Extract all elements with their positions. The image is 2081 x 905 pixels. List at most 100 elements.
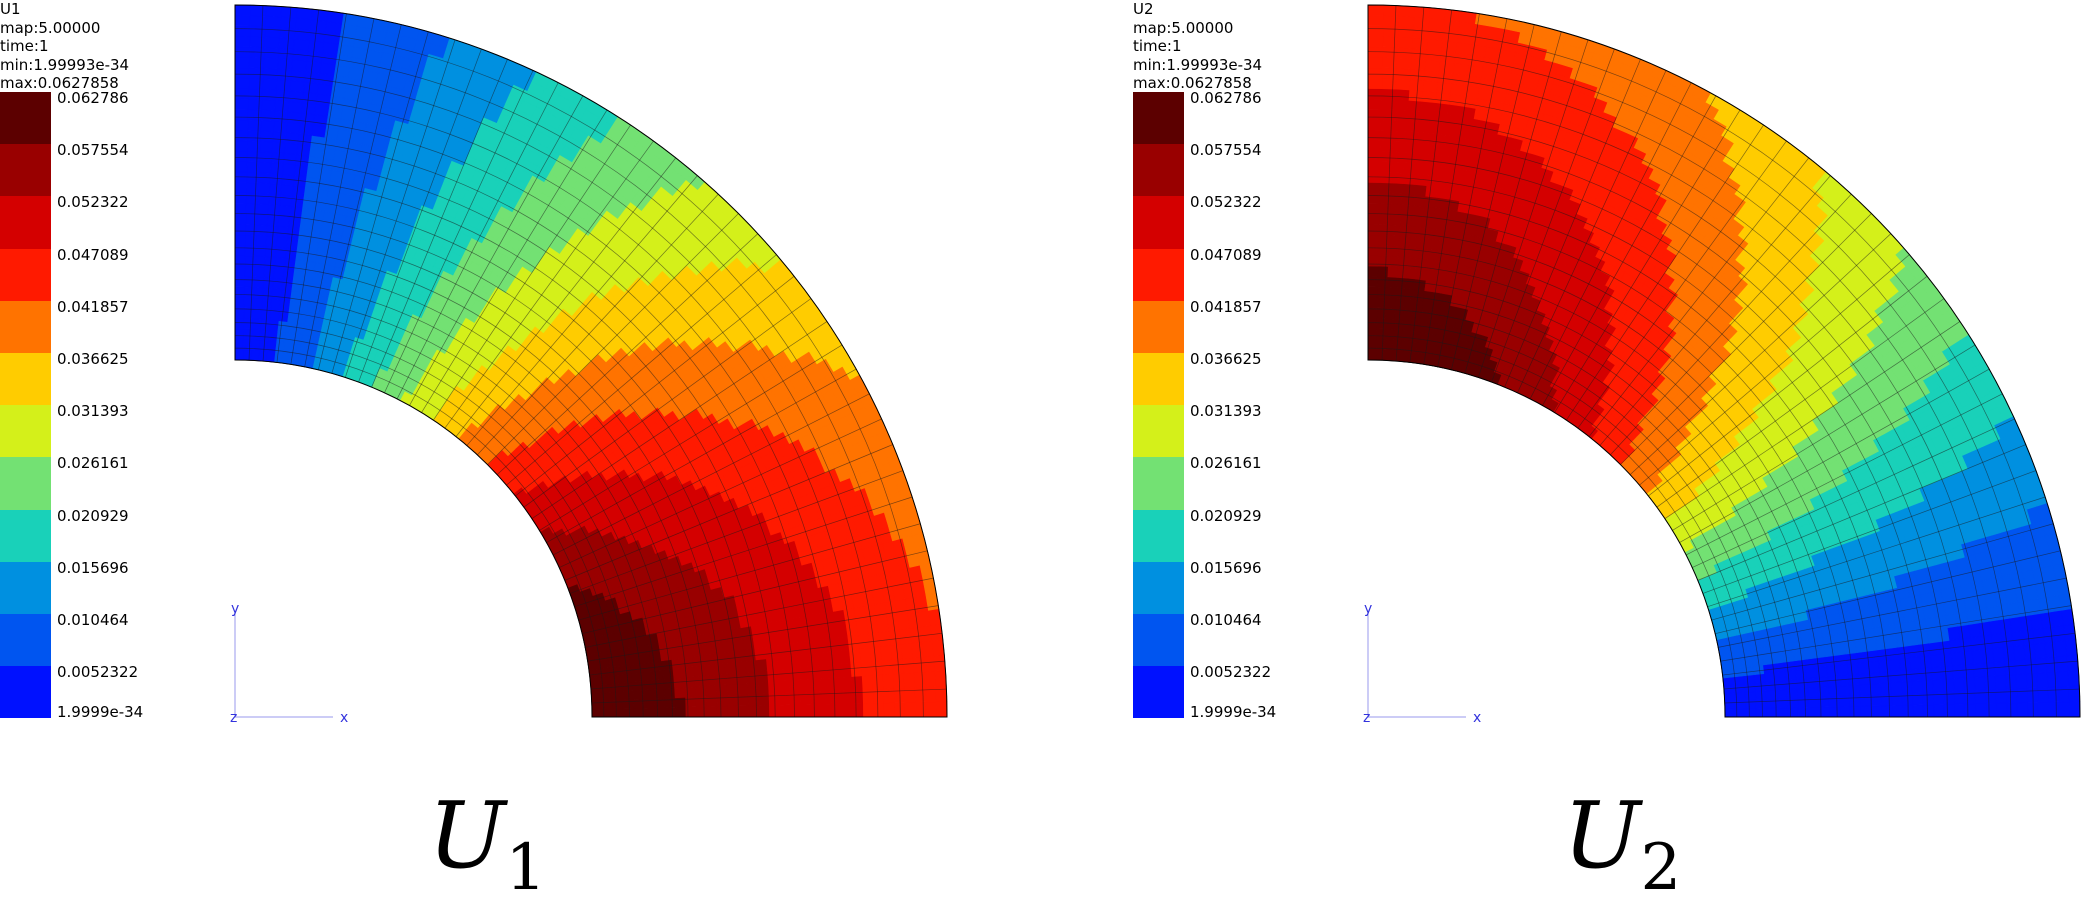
contour-cell <box>651 661 662 671</box>
contour-cell <box>235 235 246 246</box>
contour-cell <box>300 113 314 125</box>
contour-cell <box>1776 680 1787 690</box>
contour-cell <box>1398 16 1414 27</box>
contour-cell <box>1993 647 2005 662</box>
contour-cell <box>789 680 800 693</box>
contour-cell <box>1443 135 1457 147</box>
contour-cell <box>737 683 748 695</box>
contour-cell <box>842 704 853 717</box>
contour-cell <box>800 679 811 692</box>
contour-cell <box>2007 703 2018 717</box>
contour-cell <box>1379 183 1391 194</box>
contour-cell <box>251 329 260 340</box>
contour-cell <box>235 287 244 298</box>
contour-cell <box>1950 639 1962 653</box>
contour-cell <box>235 256 245 267</box>
contour-cell <box>936 701 947 717</box>
contour-cell <box>280 195 292 207</box>
contour-cell <box>643 690 654 700</box>
contour-cell <box>880 645 892 660</box>
contour-cell <box>1892 705 1903 717</box>
contour-cell <box>722 640 734 652</box>
contour-cell <box>1397 37 1412 48</box>
contour-cell <box>1973 663 1984 677</box>
contour-cell <box>727 695 738 706</box>
contour-cell <box>235 203 246 214</box>
contour-cell <box>1917 631 1929 645</box>
contour-cell <box>735 661 746 673</box>
contour-cell <box>254 277 264 288</box>
contour-cell <box>246 214 257 225</box>
contour-cell <box>235 68 249 79</box>
contour-cell <box>1378 245 1389 256</box>
contour-cell <box>1855 640 1867 652</box>
contour-cell <box>686 697 697 707</box>
contour-cell <box>1382 57 1397 68</box>
contour-cell <box>290 81 305 93</box>
contour-cell <box>936 686 947 702</box>
contour-cell <box>738 706 749 717</box>
contour-cell <box>1391 350 1400 361</box>
contour-cell <box>1970 636 1982 651</box>
contour-cell <box>2004 660 2015 675</box>
contour-cell <box>295 155 308 167</box>
contour-cell <box>1861 706 1872 717</box>
contour-cell <box>1907 633 1919 646</box>
contour-cell <box>1417 258 1428 270</box>
contour-cell <box>1388 256 1399 267</box>
contour-cell <box>2038 702 2049 717</box>
contour-cell <box>253 298 263 309</box>
contour-cell <box>1840 706 1851 717</box>
contour-cell <box>1398 27 1414 38</box>
contour-cell <box>665 707 676 717</box>
contour-cell <box>235 5 251 16</box>
contour-cell <box>900 628 912 644</box>
contour-cell <box>1890 670 1901 682</box>
contour-cell <box>1395 298 1405 309</box>
contour-cell <box>235 172 247 183</box>
contour-cell <box>1881 694 1892 706</box>
contour-cell <box>840 663 851 677</box>
contour-cell <box>707 706 718 717</box>
figure-caption: U1 <box>428 790 546 882</box>
contour-cell <box>827 638 839 652</box>
contour-cell <box>1953 678 1964 691</box>
contour-cell <box>716 685 727 696</box>
contour-cell <box>1440 156 1454 168</box>
contour-cell <box>1388 246 1399 257</box>
contour-cell <box>868 632 880 647</box>
contour-cell <box>1837 664 1848 675</box>
contour-cell <box>1849 685 1860 696</box>
contour-cell <box>262 288 272 299</box>
contour-cell <box>673 668 684 679</box>
contour-cell <box>1941 653 1953 667</box>
contour-cell <box>1439 61 1454 73</box>
contour-cell <box>1381 99 1395 110</box>
contour-cell <box>262 79 276 90</box>
contour-cell <box>1933 692 1944 705</box>
contour-cell <box>620 665 631 675</box>
contour-cell <box>774 633 786 646</box>
contour-cell <box>295 249 307 261</box>
contour-cell <box>1406 121 1420 132</box>
contour-cell <box>788 668 799 681</box>
contour-cell <box>280 300 290 311</box>
contour-cell <box>1805 658 1817 669</box>
contour-cell <box>248 110 261 121</box>
contour-cell <box>1368 183 1380 194</box>
contour-cell <box>1920 655 1932 668</box>
contour-cell <box>1745 692 1756 701</box>
contour-cell <box>1816 667 1827 678</box>
contour-cell <box>759 705 770 717</box>
contour-cell <box>1725 709 1736 717</box>
contour-cell <box>1394 110 1408 121</box>
contour-cell <box>1794 660 1806 671</box>
contour-cell <box>1368 276 1378 287</box>
contour-cell <box>1380 162 1392 173</box>
contour-cell <box>1379 193 1391 204</box>
contour-cell <box>245 266 255 277</box>
contour-cell <box>1426 39 1442 51</box>
contour-cell <box>1908 645 1920 658</box>
contour-cell <box>235 329 243 340</box>
contour-cell <box>1395 89 1409 100</box>
